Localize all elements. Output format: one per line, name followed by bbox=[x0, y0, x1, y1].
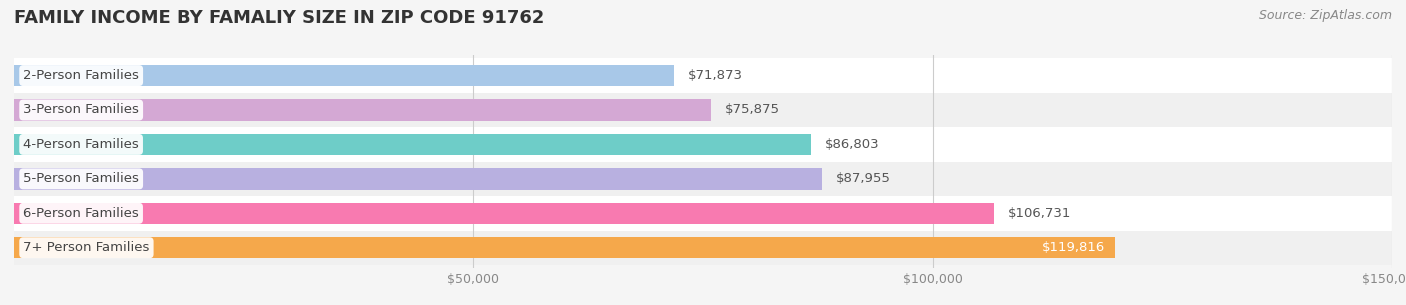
Bar bbox=[14, 65, 675, 86]
Text: Source: ZipAtlas.com: Source: ZipAtlas.com bbox=[1258, 9, 1392, 22]
Text: $87,955: $87,955 bbox=[835, 172, 890, 185]
Text: $75,875: $75,875 bbox=[725, 103, 780, 117]
Bar bbox=[14, 237, 1115, 258]
Text: 4-Person Families: 4-Person Families bbox=[24, 138, 139, 151]
Text: 6-Person Families: 6-Person Families bbox=[24, 207, 139, 220]
Bar bbox=[14, 168, 823, 189]
Bar bbox=[14, 93, 1392, 127]
Text: 3-Person Families: 3-Person Families bbox=[24, 103, 139, 117]
Text: FAMILY INCOME BY FAMALIY SIZE IN ZIP CODE 91762: FAMILY INCOME BY FAMALIY SIZE IN ZIP COD… bbox=[14, 9, 544, 27]
Text: 7+ Person Families: 7+ Person Families bbox=[24, 241, 149, 254]
Text: 5-Person Families: 5-Person Families bbox=[24, 172, 139, 185]
Bar bbox=[14, 196, 1392, 231]
Text: $119,816: $119,816 bbox=[1042, 241, 1105, 254]
Bar bbox=[14, 203, 994, 224]
Bar bbox=[14, 231, 1392, 265]
Bar bbox=[14, 99, 711, 121]
Bar bbox=[14, 134, 811, 155]
Text: $106,731: $106,731 bbox=[1008, 207, 1071, 220]
Text: $86,803: $86,803 bbox=[825, 138, 880, 151]
Bar bbox=[14, 127, 1392, 162]
Bar bbox=[14, 162, 1392, 196]
Bar bbox=[14, 58, 1392, 93]
Text: 2-Person Families: 2-Person Families bbox=[24, 69, 139, 82]
Text: $71,873: $71,873 bbox=[688, 69, 742, 82]
